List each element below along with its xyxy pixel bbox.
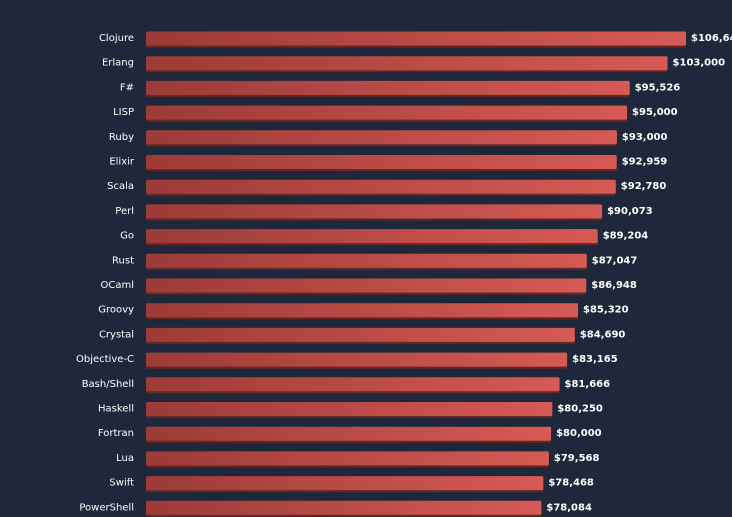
bar-powershell <box>146 500 542 515</box>
category-label: Perl <box>115 206 134 217</box>
bar-haskell <box>146 402 553 416</box>
category-label: Lua <box>116 453 134 464</box>
value-label: $93,000 <box>622 132 668 143</box>
category-label: F# <box>120 82 134 93</box>
category-label: Groovy <box>98 305 134 316</box>
category-label: Go <box>120 231 134 242</box>
value-label: $92,780 <box>621 181 667 192</box>
value-label: $92,959 <box>622 157 668 168</box>
category-label: PowerShell <box>79 502 134 513</box>
bar-go <box>146 229 598 244</box>
bar-perl <box>146 204 603 219</box>
bar-lua <box>146 451 549 466</box>
value-label: $106,644 <box>691 33 732 44</box>
category-label: Haskell <box>98 404 134 415</box>
value-label: $95,000 <box>632 107 678 118</box>
value-label: $86,948 <box>591 280 637 291</box>
value-label: $95,526 <box>635 82 681 93</box>
category-label: Bash/Shell <box>82 379 134 390</box>
value-label: $78,468 <box>548 478 594 489</box>
bar-clojure <box>146 31 686 46</box>
bar-swift <box>146 476 544 491</box>
category-label: Clojure <box>99 33 134 44</box>
category-label: Crystal <box>99 329 134 340</box>
category-label: Rust <box>112 255 134 266</box>
value-label: $80,000 <box>556 428 602 439</box>
category-label: Scala <box>107 181 134 192</box>
bar-scala <box>146 179 616 194</box>
bar-erlang <box>146 56 668 71</box>
bar-objective-c <box>146 352 568 367</box>
bar-rust <box>146 253 587 268</box>
value-label: $84,690 <box>580 329 626 340</box>
bar-bash-shell <box>146 377 560 392</box>
category-label: Swift <box>109 478 134 489</box>
bar-ruby <box>146 130 617 145</box>
category-label: Erlang <box>102 58 134 69</box>
value-label: $83,165 <box>572 354 618 365</box>
value-label: $85,320 <box>583 305 629 316</box>
category-label: Ruby <box>109 132 134 143</box>
value-label: $78,084 <box>546 502 592 513</box>
category-label: Objective-C <box>76 354 134 365</box>
value-label: $89,204 <box>603 231 649 242</box>
bar-crystal <box>146 327 575 342</box>
value-label: $103,000 <box>673 58 726 69</box>
bar-lisp <box>146 105 628 120</box>
value-label: $90,073 <box>607 206 653 217</box>
value-label: $79,568 <box>554 453 600 464</box>
bar-fortran <box>146 426 552 441</box>
category-label: Elixir <box>109 157 135 168</box>
value-label: $81,666 <box>565 379 611 390</box>
bar-ocaml <box>146 278 587 293</box>
bar-groovy <box>146 303 579 318</box>
category-label: LISP <box>113 107 134 118</box>
value-label: $80,250 <box>557 404 603 415</box>
category-label: OCaml <box>100 280 134 291</box>
bar-f- <box>146 80 630 95</box>
value-label: $87,047 <box>592 255 638 266</box>
bar-elixir <box>146 155 617 169</box>
category-label: Fortran <box>98 428 134 439</box>
